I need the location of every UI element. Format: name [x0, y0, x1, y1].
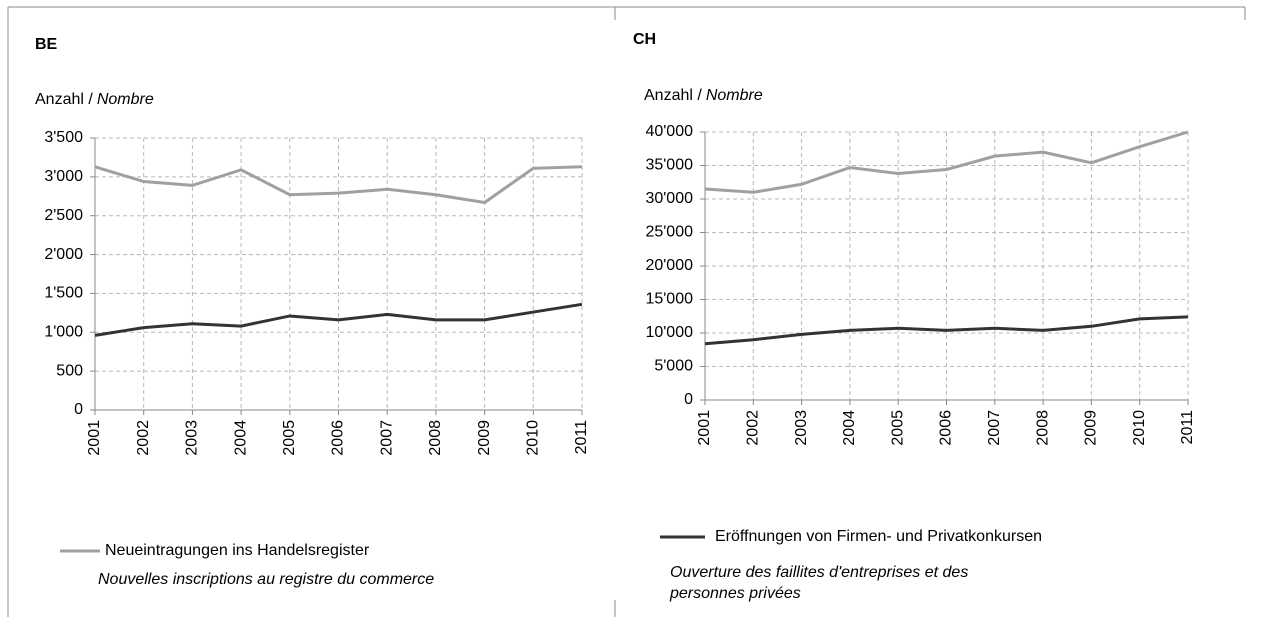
y-tick-label: 0 [74, 401, 83, 418]
x-tick-label: 2001 [86, 420, 103, 456]
x-tick-label: 2004 [841, 410, 858, 446]
legend-label-fr: personnes privées [669, 585, 801, 602]
y-tick-label: 500 [56, 362, 83, 379]
y-axis-label: Anzahl / Nombre [35, 91, 154, 108]
y-tick-label: 2'000 [44, 246, 83, 263]
y-tick-label: 3'500 [44, 129, 83, 146]
x-tick-label: 2006 [330, 420, 347, 456]
chart-title: BE [35, 36, 58, 53]
legend-label-fr: Ouverture des faillites d'entreprises et… [670, 564, 968, 581]
y-tick-label: 35'000 [645, 157, 693, 174]
x-tick-label: 2008 [427, 420, 444, 456]
chart-title: CH [633, 31, 656, 48]
x-tick-label: 2001 [696, 410, 713, 446]
legend-label: Eröffnungen von Firmen- und Privatkonkur… [715, 528, 1042, 545]
x-tick-label: 2002 [135, 420, 152, 456]
x-tick-label: 2003 [793, 410, 810, 446]
y-tick-label: 1'000 [44, 324, 83, 341]
x-tick-label: 2007 [378, 420, 395, 456]
x-tick-label: 2009 [1083, 410, 1100, 446]
x-tick-label: 2011 [1179, 410, 1196, 445]
y-tick-label: 2'500 [44, 207, 83, 224]
x-tick-label: 2008 [1034, 410, 1051, 446]
y-tick-label: 30'000 [645, 190, 693, 207]
series-line [94, 165, 583, 205]
y-tick-label: 3'000 [44, 168, 83, 185]
y-tick-label: 20'000 [645, 257, 693, 274]
x-tick-label: 2010 [525, 420, 542, 456]
legend-label: Neueintragungen ins Handelsregister [105, 542, 370, 559]
x-tick-label: 2011 [573, 420, 590, 455]
x-tick-label: 2009 [476, 420, 493, 456]
x-tick-label: 2003 [184, 420, 201, 456]
x-tick-label: 2004 [232, 420, 249, 456]
series-line [704, 130, 1189, 194]
y-tick-label: 5'000 [654, 358, 693, 375]
x-tick-label: 2007 [986, 410, 1003, 446]
y-tick-label: 40'000 [645, 123, 693, 140]
x-tick-label: 2006 [938, 410, 955, 446]
series-line [94, 302, 583, 337]
x-tick-label: 2002 [745, 410, 762, 446]
x-tick-label: 2005 [889, 410, 906, 446]
x-tick-label: 2010 [1131, 410, 1148, 446]
series-line [704, 315, 1189, 346]
y-axis-label-fr: Nombre [97, 91, 154, 108]
y-tick-label: 0 [684, 391, 693, 408]
y-axis-label-de: Anzahl / [35, 91, 93, 108]
y-axis-label-fr: Nombre [706, 87, 763, 104]
y-axis-label: Anzahl / Nombre [644, 87, 763, 104]
y-tick-label: 1'500 [44, 285, 83, 302]
y-tick-label: 10'000 [645, 324, 693, 341]
y-tick-label: 15'000 [645, 291, 693, 308]
legend-label-fr: Nouvelles inscriptions au registre du co… [98, 571, 434, 588]
y-axis-label-de: Anzahl / [644, 87, 702, 104]
y-tick-label: 25'000 [645, 224, 693, 241]
x-tick-label: 2005 [281, 420, 298, 456]
